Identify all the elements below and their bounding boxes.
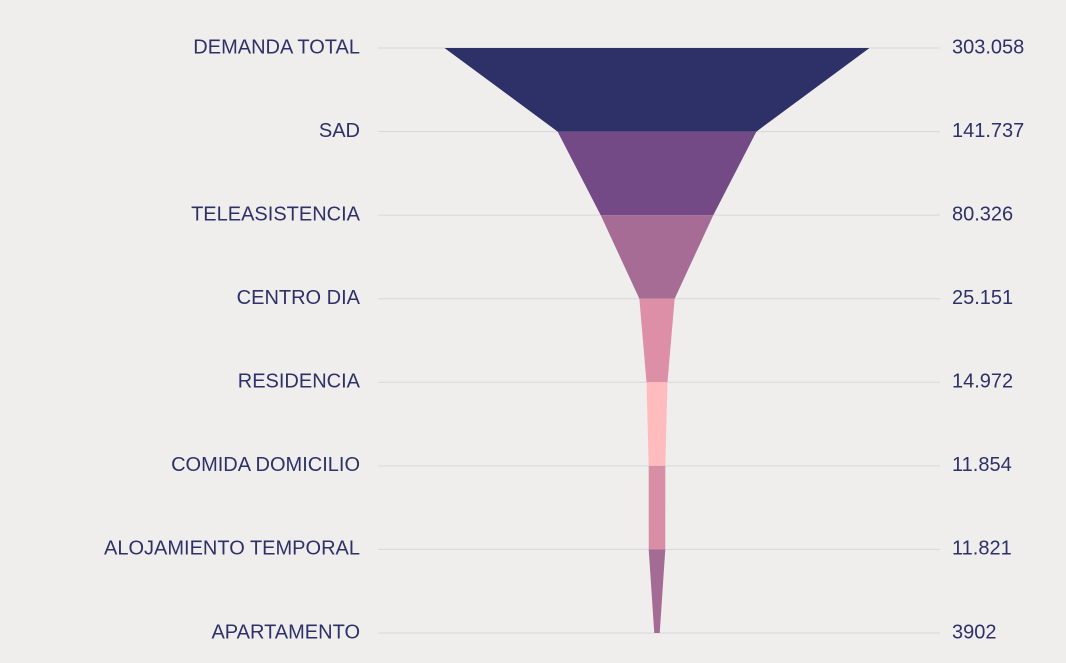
category-label: SAD bbox=[319, 120, 360, 142]
funnel-segment bbox=[646, 382, 668, 466]
value-label: 11.821 bbox=[952, 538, 1012, 560]
category-label: CENTRO DIA bbox=[237, 287, 361, 309]
category-label: RESIDENCIA bbox=[238, 371, 361, 393]
funnel-segment bbox=[557, 131, 757, 216]
category-label: TELEASISTENCIA bbox=[191, 203, 361, 225]
funnel-segment bbox=[600, 215, 714, 299]
value-label: 25.151 bbox=[952, 287, 1013, 309]
category-label: DEMANDA TOTAL bbox=[193, 36, 360, 58]
value-label: 11.854 bbox=[952, 454, 1012, 476]
value-label: 303.058 bbox=[952, 36, 1024, 58]
value-label: 141.737 bbox=[952, 120, 1024, 142]
category-label: APARTAMENTO bbox=[211, 621, 360, 643]
value-label: 80.326 bbox=[952, 203, 1013, 225]
category-label: COMIDA DOMICILIO bbox=[171, 454, 360, 476]
category-label: ALOJAMIENTO TEMPORAL bbox=[104, 538, 360, 560]
value-label: 14.972 bbox=[952, 371, 1013, 393]
funnel-segment bbox=[444, 48, 870, 132]
funnel-segment bbox=[639, 298, 675, 383]
funnel-segment bbox=[648, 465, 666, 550]
value-label: 3902 bbox=[952, 621, 997, 643]
funnel-segment bbox=[648, 549, 666, 633]
